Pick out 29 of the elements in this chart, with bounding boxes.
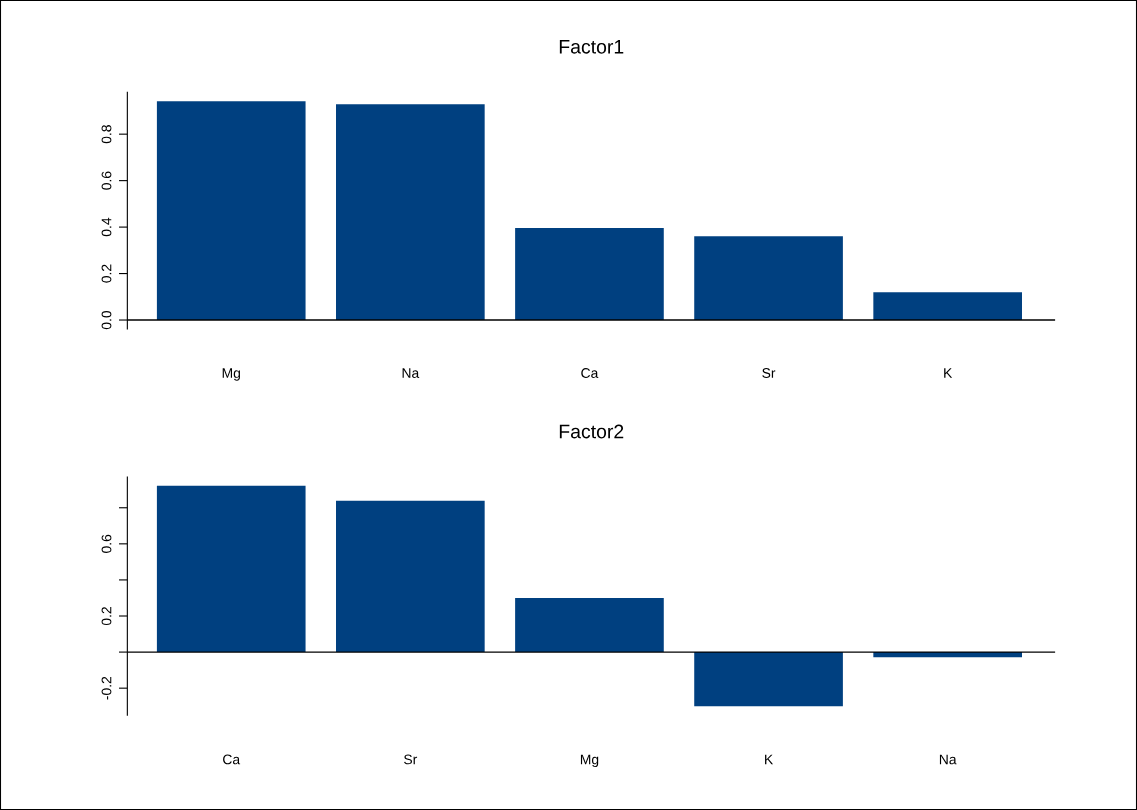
bar — [156, 485, 306, 653]
x-tick-label: Ca — [223, 754, 241, 765]
x-tick-label: K — [765, 754, 774, 765]
bar — [873, 292, 1022, 321]
y-tick-label: 0.6 — [101, 171, 112, 190]
bar — [336, 104, 485, 321]
x-tick-label: Mg — [580, 754, 599, 768]
x-tick-label: Na — [939, 754, 957, 765]
x-tick-label: Sr — [762, 368, 776, 378]
x-tick-label: Na — [402, 368, 420, 378]
x-tick-label: Mg — [222, 368, 240, 381]
bar — [515, 228, 664, 321]
y-tick-label: 0.6 — [101, 534, 112, 553]
bar — [694, 652, 843, 707]
x-tick-label: Ca — [581, 368, 599, 378]
chart-title: Factor1 — [559, 40, 624, 54]
bar — [336, 500, 485, 653]
bar — [694, 236, 843, 321]
y-tick-label: 0.8 — [101, 125, 112, 144]
chart-title: Factor2 — [559, 424, 624, 439]
x-tick-label: K — [944, 368, 953, 378]
y-tick-label: 0.4 — [101, 217, 112, 237]
y-tick-label: 0.2 — [101, 607, 112, 626]
x-tick-label: Sr — [404, 754, 418, 765]
bar — [156, 101, 306, 321]
y-tick-label: 0.2 — [101, 264, 112, 283]
y-tick-label: -0.2 — [101, 676, 112, 700]
bar — [515, 597, 664, 653]
y-tick-label: 0.0 — [101, 310, 112, 330]
